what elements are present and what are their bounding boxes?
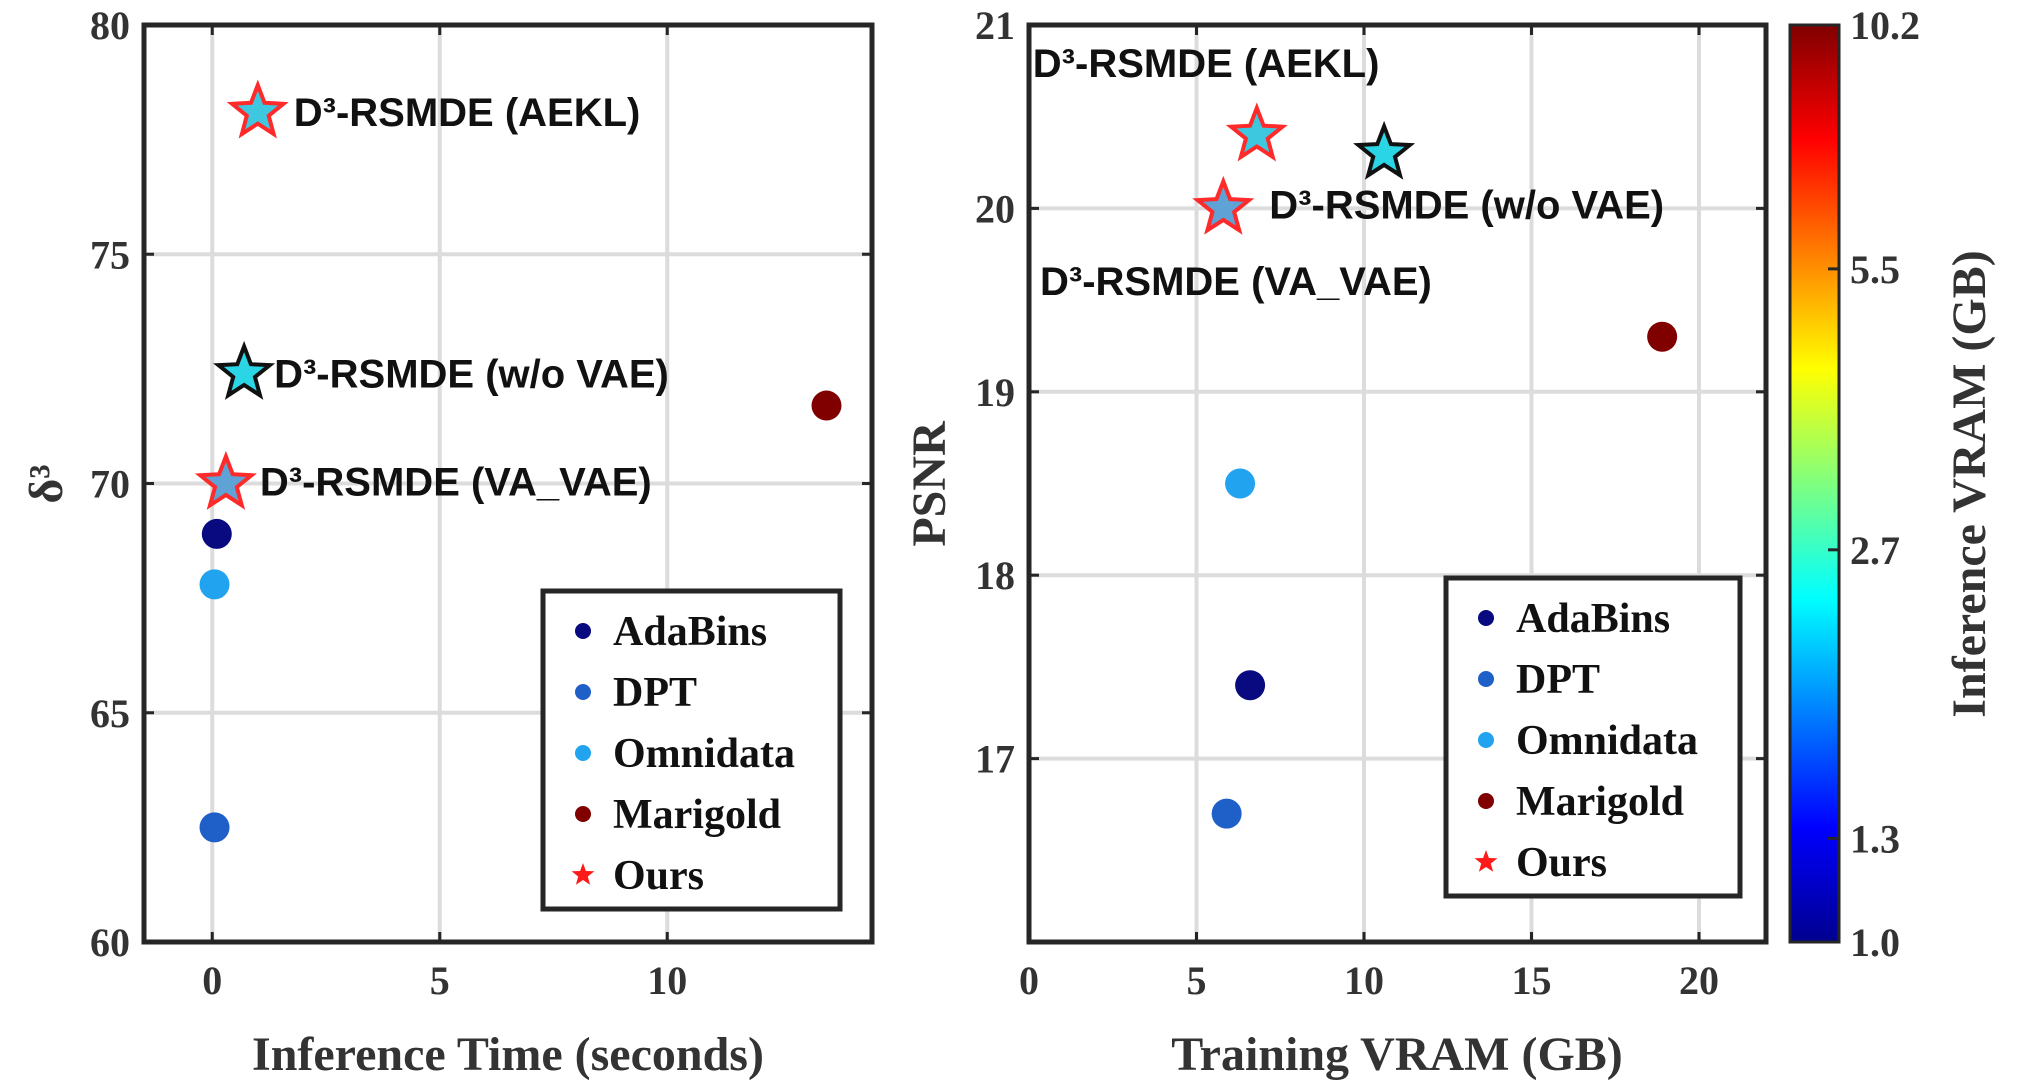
- legend-marker: [1474, 850, 1498, 872]
- legend-marker: [1478, 610, 1494, 626]
- point-omnidata: [1225, 468, 1256, 499]
- legend-box: [540, 588, 843, 912]
- point-dpt: [1211, 798, 1242, 829]
- legend-label: AdaBins: [613, 609, 767, 655]
- legend-box: [1443, 575, 1743, 899]
- point-annotation: D³-RSMDE (w/o VAE): [274, 352, 669, 396]
- point-marigold: [811, 390, 842, 421]
- x-tick-label: 0: [1019, 958, 1039, 1003]
- point-ours-star: [194, 450, 257, 510]
- left-tick-labels: 0 5 10 60 65 70 75 80: [90, 3, 687, 1003]
- point-adabins: [201, 518, 232, 549]
- point-adabins: [1235, 670, 1266, 701]
- point-annotation: D³-RSMDE (VA_VAE): [1040, 260, 1432, 304]
- right-tick-labels: 0 5 10 15 20 17 18 19 20 21: [975, 3, 1719, 1003]
- point-annotation: D³-RSMDE (AEKL): [294, 91, 641, 135]
- point-annotation: D³-RSMDE (w/o VAE): [1269, 183, 1664, 227]
- y-tick-label: 21: [975, 3, 1015, 48]
- colorbar-label: Inference VRAM (GB): [1943, 250, 1996, 717]
- y-tick-label: 19: [975, 370, 1015, 415]
- legend-label: Omnidata: [613, 731, 795, 777]
- legend-marker: [1478, 793, 1494, 809]
- y-tick-label: 80: [90, 3, 130, 48]
- x-tick-label: 0: [202, 958, 222, 1003]
- colorbar-tick-label: 1.0: [1850, 920, 1900, 965]
- point-ours-star: [1192, 175, 1255, 235]
- point-ours-star: [213, 340, 276, 400]
- legend-marker: [571, 863, 595, 885]
- y-tick-label: 70: [90, 462, 130, 507]
- point-annotation: D³-RSMDE (VA_VAE): [260, 461, 652, 505]
- right-y-axis-label: PSNR: [903, 420, 956, 547]
- x-tick-label: 5: [1187, 958, 1207, 1003]
- colorbar-tick-label: 2.7: [1850, 528, 1900, 573]
- left-legend: AdaBins DPT Omnidata Marigold Ours: [540, 588, 843, 912]
- legend-label: DPT: [1516, 657, 1600, 703]
- colorbar-gradient: [1788, 23, 1841, 944]
- y-tick-label: 18: [975, 553, 1015, 598]
- legend-marker: [575, 623, 591, 639]
- right-legend: AdaBins DPT Omnidata Marigold Ours: [1443, 575, 1743, 899]
- x-tick-label: 10: [647, 958, 687, 1003]
- point-dpt: [199, 812, 230, 843]
- legend-label: Marigold: [1516, 779, 1684, 825]
- legend-label: Ours: [1516, 840, 1607, 886]
- y-tick-label: 20: [975, 186, 1015, 231]
- colorbar-tick-label: 10.2: [1850, 3, 1920, 48]
- point-omnidata: [199, 569, 230, 600]
- left-y-axis-label: δ³: [20, 464, 73, 503]
- y-tick-label: 60: [90, 920, 130, 965]
- legend-label: Ours: [613, 853, 704, 899]
- legend-label: Marigold: [613, 792, 781, 838]
- point-annotation: D³-RSMDE (AEKL): [1033, 42, 1380, 86]
- y-tick-label: 17: [975, 737, 1015, 782]
- point-ours-star: [1353, 120, 1416, 180]
- right-x-axis-label: Training VRAM (GB): [1171, 1028, 1623, 1080]
- x-tick-label: 10: [1344, 958, 1384, 1003]
- point-ours-star: [226, 79, 289, 139]
- point-marigold: [1647, 321, 1678, 352]
- point-ours-star: [1225, 102, 1288, 162]
- x-tick-label: 20: [1679, 958, 1719, 1003]
- colorbar-ticks: 1.0 1.3 2.7 5.5 10.2: [1828, 3, 1920, 965]
- legend-label: AdaBins: [1516, 596, 1670, 642]
- left-data-marks: D³-RSMDE (AEKL) D³-RSMDE (w/o VAE) D³-RSMD…: [194, 79, 842, 843]
- legend-label: Omnidata: [1516, 718, 1698, 764]
- legend-marker: [1478, 671, 1494, 687]
- x-tick-label: 5: [430, 958, 450, 1003]
- legend-label: DPT: [613, 670, 697, 716]
- colorbar-tick-label: 5.5: [1850, 247, 1900, 292]
- colorbar-tick-label: 1.3: [1850, 816, 1900, 861]
- left-x-axis-label: Inference Time (seconds): [252, 1028, 764, 1080]
- legend-marker: [575, 684, 591, 700]
- left-plot-frame: [141, 22, 875, 945]
- y-tick-label: 65: [90, 691, 130, 736]
- right-plot-frame: [1026, 22, 1769, 945]
- right-data-marks: D³-RSMDE (AEKL) D³-RSMDE (w/o VAE) D³-RSMD…: [1033, 42, 1678, 829]
- y-tick-label: 75: [90, 232, 130, 277]
- x-tick-label: 15: [1512, 958, 1552, 1003]
- colorbar: 1.0 1.3 2.7 5.5 10.2 Inference VRAM (GB): [1788, 3, 1996, 965]
- legend-marker: [575, 806, 591, 822]
- legend-marker: [575, 745, 591, 761]
- legend-marker: [1478, 732, 1494, 748]
